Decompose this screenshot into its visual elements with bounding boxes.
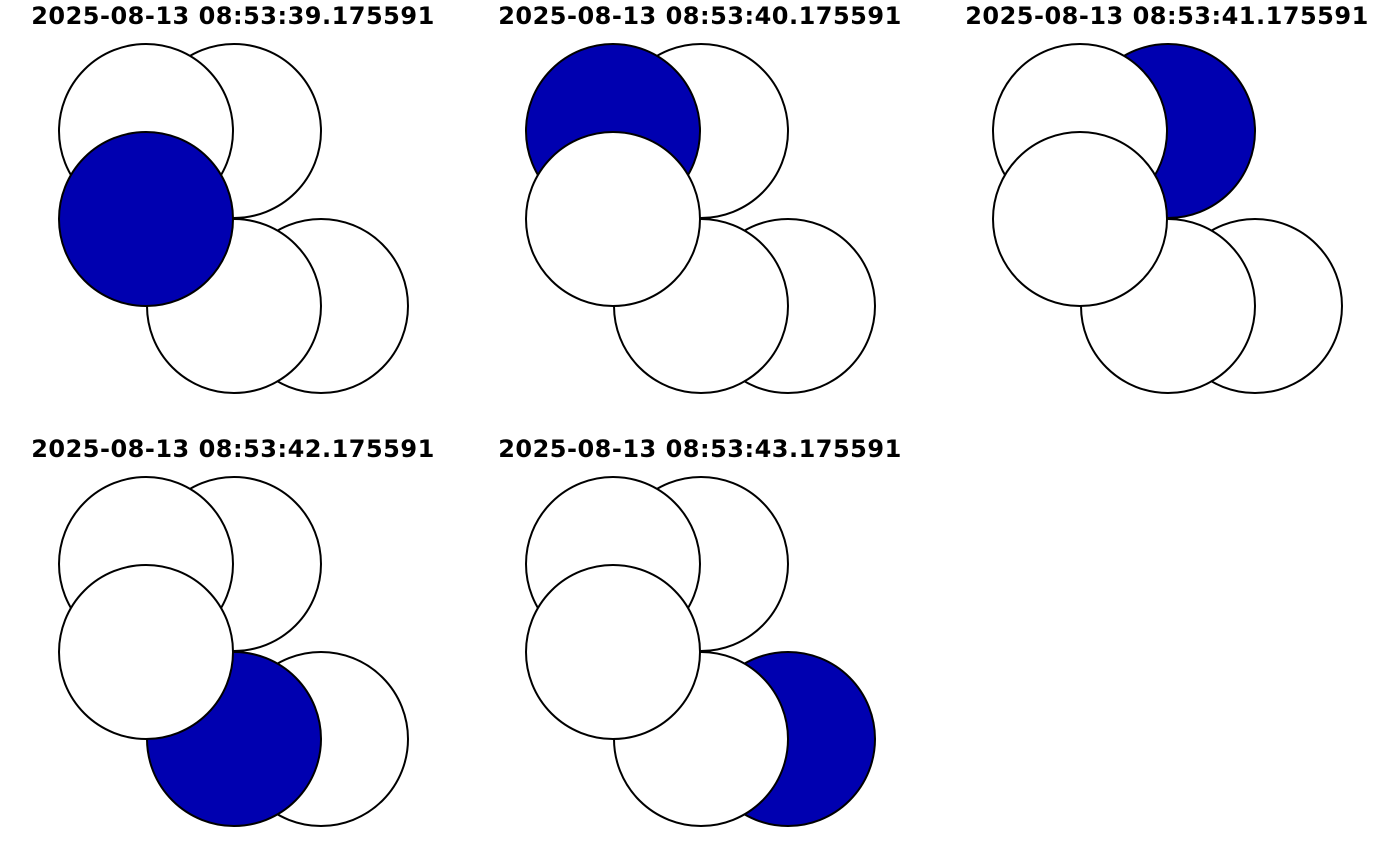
panel-4: 2025-08-13 08:53:42.175591 bbox=[0, 433, 466, 866]
circle-center-left bbox=[58, 131, 234, 307]
circle-diagram bbox=[58, 476, 409, 827]
circle-center-left bbox=[992, 131, 1168, 307]
circle-diagram bbox=[525, 43, 876, 394]
panel-title: 2025-08-13 08:53:43.175591 bbox=[498, 435, 902, 463]
circle-center-left bbox=[58, 564, 234, 740]
circle-center-left bbox=[525, 564, 701, 740]
panel-1: 2025-08-13 08:53:39.175591 bbox=[0, 0, 466, 433]
panel-title: 2025-08-13 08:53:39.175591 bbox=[31, 2, 435, 30]
panel-3: 2025-08-13 08:53:41.175591 bbox=[934, 0, 1400, 433]
circle-diagram bbox=[525, 476, 876, 827]
panel-title: 2025-08-13 08:53:40.175591 bbox=[498, 2, 902, 30]
circle-center-left bbox=[525, 131, 701, 307]
circle-diagram bbox=[58, 43, 409, 394]
panel-2: 2025-08-13 08:53:40.175591 bbox=[467, 0, 933, 433]
panel-title: 2025-08-13 08:53:42.175591 bbox=[31, 435, 435, 463]
circle-diagram bbox=[992, 43, 1343, 394]
panel-5: 2025-08-13 08:53:43.175591 bbox=[467, 433, 933, 866]
panel-title: 2025-08-13 08:53:41.175591 bbox=[965, 2, 1369, 30]
